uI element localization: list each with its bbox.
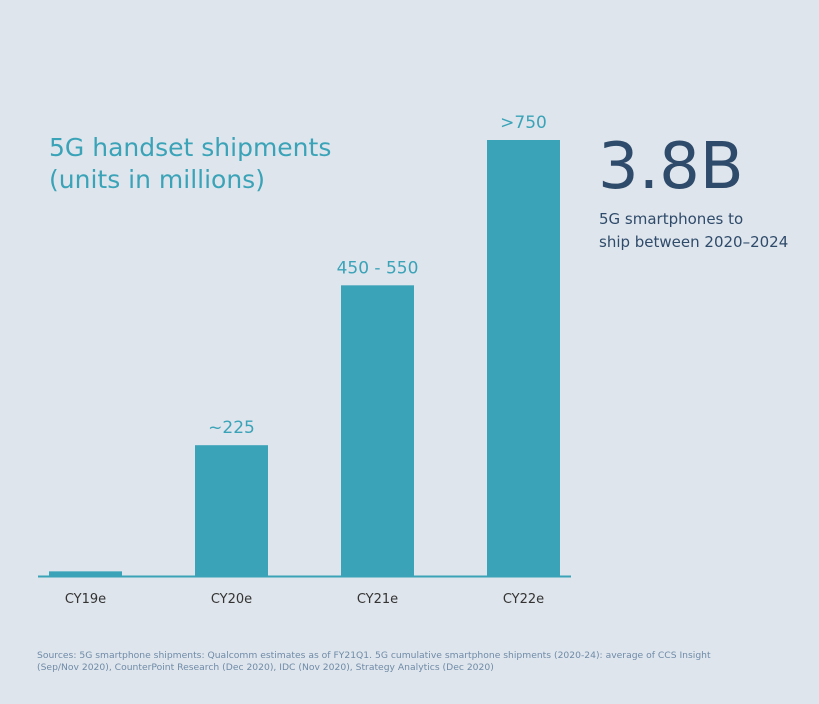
callout-line-2: ship between 2020–2024 [599, 233, 789, 251]
callout-value: 3.8B [598, 130, 744, 204]
sources-footnote: Sources: 5G smartphone shipments: Qualco… [37, 650, 711, 673]
data-label-cy21e: 450 - 550 [337, 258, 419, 278]
bar-cy19e [49, 571, 122, 576]
x-tick-label-cy22e: CY22e [503, 592, 544, 607]
bar-cy20e [195, 445, 268, 576]
callout-line-1: 5G smartphones to [599, 210, 744, 228]
x-tick-label-cy20e: CY20e [211, 592, 252, 607]
chart-title: 5G handset shipments [49, 133, 332, 162]
chart-subtitle: (units in millions) [49, 165, 265, 194]
data-label-cy20e: ~225 [208, 418, 255, 438]
x-tick-label-cy21e: CY21e [357, 592, 398, 607]
data-label-cy22e: >750 [500, 113, 547, 133]
x-tick-label-cy19e: CY19e [65, 592, 106, 607]
bar-cy22e [487, 140, 560, 576]
bar-cy21e [341, 285, 414, 576]
